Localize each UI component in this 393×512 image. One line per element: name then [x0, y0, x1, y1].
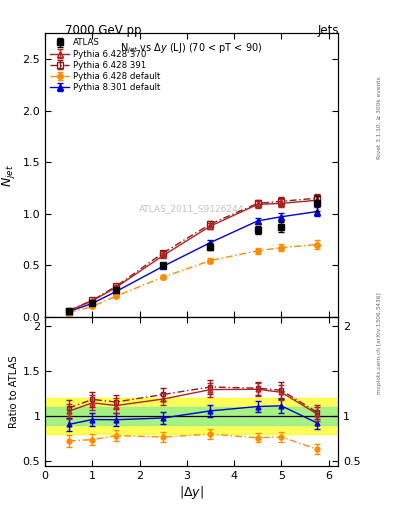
Text: mcplots.cern.ch [arXiv:1306.3436]: mcplots.cern.ch [arXiv:1306.3436] — [377, 292, 382, 394]
Text: ATLAS_2011_S9126244: ATLAS_2011_S9126244 — [139, 204, 244, 214]
Text: N$_{jet}$ vs $\Delta y$ (LJ) (70 < pT < 90): N$_{jet}$ vs $\Delta y$ (LJ) (70 < pT < … — [120, 42, 263, 56]
Y-axis label: $\bar{N}_{jet}$: $\bar{N}_{jet}$ — [0, 163, 18, 186]
Y-axis label: Ratio to ATLAS: Ratio to ATLAS — [9, 355, 18, 428]
Bar — [45, 398, 338, 434]
Text: Rivet 3.1.10, ≥ 300k events: Rivet 3.1.10, ≥ 300k events — [377, 76, 382, 159]
X-axis label: |$\Delta y$|: |$\Delta y$| — [179, 483, 204, 501]
Text: 7000 GeV pp: 7000 GeV pp — [65, 24, 141, 37]
Bar — [45, 407, 338, 425]
Text: Jets: Jets — [317, 24, 339, 37]
Legend: ATLAS, Pythia 6.428 370, Pythia 6.428 391, Pythia 6.428 default, Pythia 8.301 de: ATLAS, Pythia 6.428 370, Pythia 6.428 39… — [49, 37, 162, 94]
